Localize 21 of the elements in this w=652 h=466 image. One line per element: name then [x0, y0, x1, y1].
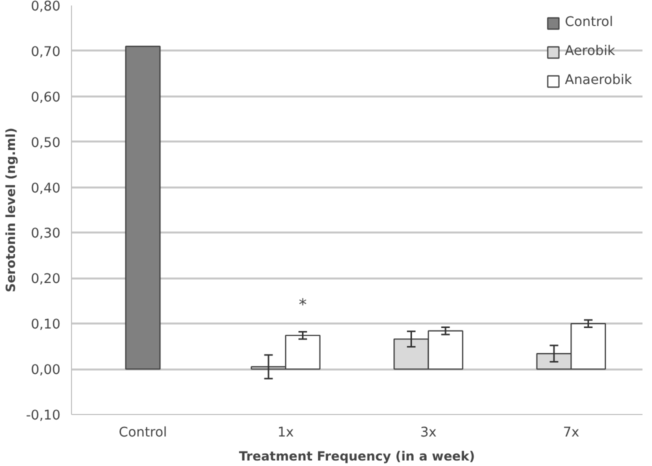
x-tick-label: 3x: [420, 426, 437, 440]
legend-label: Control: [564, 15, 614, 30]
y-tick-label: 0,10: [30, 318, 61, 333]
y-tick-label: 0,80: [30, 0, 61, 14]
x-tick-label: Control: [118, 426, 167, 440]
y-tick-label: 0,60: [30, 90, 61, 106]
y-axis-title: Serotonin level (ng.ml): [3, 128, 18, 292]
x-tick-label: 7x: [562, 426, 580, 440]
y-tick-label: 0,30: [30, 226, 61, 242]
legend-label: Aerobik: [564, 44, 616, 59]
legend-label: Anaerobik: [564, 73, 632, 88]
y-tick-label: 0,20: [30, 272, 61, 288]
y-tick-label: 0,00: [30, 363, 61, 378]
y-tick-label: -0,10: [26, 408, 61, 424]
bar: [125, 46, 161, 370]
y-tick-label: 0,50: [30, 136, 61, 151]
x-tick-label: 1x: [277, 426, 294, 440]
annotation: *: [298, 294, 307, 314]
y-tick-label: 0,70: [30, 44, 61, 60]
x-axis-title: Treatment Frequency (in a week): [239, 448, 475, 464]
y-tick-label: 0,40: [30, 181, 61, 196]
